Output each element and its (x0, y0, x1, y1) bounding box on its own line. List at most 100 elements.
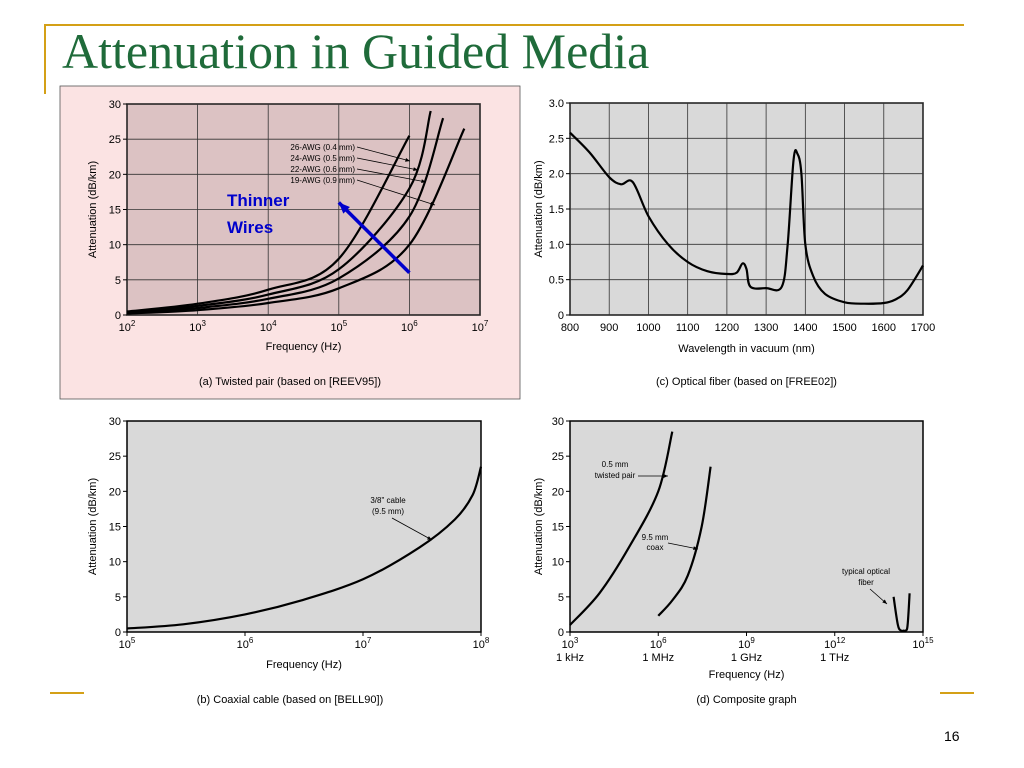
panel-d-ytick-label: 5 (558, 592, 564, 604)
panel-d-tp-label-line1: 0.5 mm (602, 460, 629, 469)
panel-a-label-pointer-line (356, 179, 436, 206)
panel-a-ytick-label: 5 (115, 275, 121, 287)
panel-d-series-2 (892, 593, 911, 633)
left-accent-line (44, 24, 46, 94)
panel-a-thinner-arrow-head (338, 202, 350, 214)
panel-a-series-3 (126, 128, 466, 315)
panel-a-series-2 (126, 117, 445, 314)
panel-d-coax-label-line2: coax (647, 543, 664, 552)
panel-a-label-pointer-head (430, 201, 435, 206)
panel-c-ytick-label: 1.5 (549, 204, 564, 216)
slide-number: 16 (944, 728, 960, 744)
panel-a-xtick-label: 102 (119, 319, 136, 334)
panel-d-xtick-sublabel: 1 THz (820, 652, 849, 664)
panel-b-cable-pointer-line (391, 517, 433, 541)
panel-a-label-pointer-line (356, 146, 411, 162)
panel-b-series-0 (126, 466, 483, 630)
panel-d-ytick-label: 20 (552, 486, 564, 498)
panel-d-xtick-sublabel: 1 kHz (556, 652, 584, 664)
panel-b-ytick-label: 20 (109, 486, 121, 498)
panel-c-ylabel: Attenuation (dB/km) (533, 160, 545, 257)
panel-d-xtick-label: 1015 (912, 636, 934, 651)
panel-b-ytick-label: 5 (115, 592, 121, 604)
panel-a-ytick-label: 0 (115, 310, 121, 322)
panel-c-ytick-label: 1.0 (549, 239, 564, 251)
panel-d-ylabel: Attenuation (dB/km) (533, 478, 545, 575)
panel-c-ytick-label: 2.5 (549, 133, 564, 145)
panel-a-ylabel: Attenuation (dB/km) (87, 161, 99, 258)
panel-a-series-label: 26-AWG (0.4 mm) (290, 143, 355, 152)
panel-b-ytick-label: 15 (109, 522, 121, 534)
panel-b-xtick-label: 107 (355, 636, 372, 651)
panel-d-xtick-sublabel: 1 MHz (642, 652, 674, 664)
panel-b-ylabel: Attenuation (dB/km) (87, 478, 99, 575)
panel-b-xtick-label: 108 (473, 636, 490, 651)
panel-d-ytick-label: 15 (552, 522, 564, 534)
panel-c-xtick-label: 800 (561, 322, 579, 334)
panel-d-plot-area (569, 420, 924, 633)
panel-b-xtick-label: 106 (237, 636, 254, 651)
panel-c-caption: (c) Optical fiber (based on [FREE02]) (656, 376, 837, 388)
panel-a-xtick-label: 104 (260, 319, 277, 334)
bottom-left-accent-line (50, 692, 84, 694)
panel-b-cable-pointer-head (427, 536, 432, 540)
panel-c-xtick-label: 1700 (911, 322, 935, 334)
panel-d-ytick-label: 25 (552, 451, 564, 463)
panel-c-ytick-label: 0.5 (549, 275, 564, 287)
panel-c-xtick-label: 1600 (872, 322, 896, 334)
panel-b-cable-label-line1: 3/8" cable (370, 496, 406, 505)
panel-d-coax-label-line1: 9.5 mm (642, 533, 669, 542)
panel-d-xtick-sublabel: 1 GHz (731, 652, 762, 664)
panel-a-xtick-label: 107 (472, 319, 489, 334)
top-accent-line (44, 24, 964, 26)
panel-a-xtick-label: 106 (401, 319, 418, 334)
panel-b-cable-label-line2: (9.5 mm) (372, 507, 404, 516)
panel-a-label-pointer-head (413, 167, 418, 172)
panel-a-xtick-label: 105 (330, 319, 347, 334)
panel-a-ytick-label: 20 (109, 169, 121, 181)
panel-c-xtick-label: 1100 (676, 322, 700, 334)
panel-d-fiber-pointer-head (882, 599, 887, 604)
panel-d-xtick-label: 109 (738, 636, 755, 651)
bottom-right-accent-line (940, 692, 974, 694)
panel-c-ytick-label: 3.0 (549, 98, 564, 110)
panel-c-xtick-label: 1300 (754, 322, 778, 334)
panel-b-xtick-label: 105 (119, 636, 136, 651)
panel-d-ytick-label: 0 (558, 627, 564, 639)
panel-a-ytick-label: 30 (109, 99, 121, 111)
panel-a-xlabel: Frequency (Hz) (266, 341, 342, 353)
panel-a-xtick-label: 103 (189, 319, 206, 334)
panel-a-ytick-label: 25 (109, 134, 121, 146)
panel-c-ytick-label: 0 (558, 310, 564, 322)
panel-b-ytick-label: 10 (109, 557, 121, 569)
panel-a-series-label: 22-AWG (0.6 mm) (290, 165, 355, 174)
panel-d-series-1 (657, 466, 712, 617)
panel-b-ytick-label: 25 (109, 451, 121, 463)
panel-d-series-0 (569, 431, 674, 626)
panel-c-xtick-label: 1500 (832, 322, 856, 334)
panel-a-label-pointer-head (421, 179, 426, 184)
panel-d-xtick-label: 1012 (824, 636, 846, 651)
panel-b-ytick-label: 0 (115, 627, 121, 639)
panel-c-xtick-label: 1000 (636, 322, 660, 334)
panel-c-xtick-label: 1400 (793, 322, 817, 334)
panel-d-fiber-label-line1: typical optical (842, 567, 890, 576)
panel-a-ytick-label: 10 (109, 240, 121, 252)
panel-a-annotation-line2: Wires (227, 218, 273, 237)
panel-b-caption: (b) Coaxial cable (based on [BELL90]) (197, 694, 384, 706)
panel-d-xtick-label: 106 (650, 636, 667, 651)
panel-a-thinner-arrow-line (337, 201, 411, 275)
panel-c-series-0 (569, 131, 924, 305)
panel-a-annotation-line1: Thinner (227, 191, 290, 210)
panel-a-label-pointer-line (356, 168, 427, 183)
panel-a-ytick-label: 15 (109, 205, 121, 217)
panel-d-tp-label-line2: twisted pair (595, 471, 636, 480)
panel-c-ytick-label: 2.0 (549, 169, 564, 181)
panel-d-xlabel: Frequency (Hz) (709, 669, 785, 681)
panel-d-ytick-label: 30 (552, 416, 564, 428)
panel-a-label-pointer-head (405, 157, 410, 162)
panel-a-caption: (a) Twisted pair (based on [REEV95]) (199, 376, 381, 388)
panel-b-ytick-label: 30 (109, 416, 121, 428)
panel-c-xtick-label: 1200 (715, 322, 739, 334)
